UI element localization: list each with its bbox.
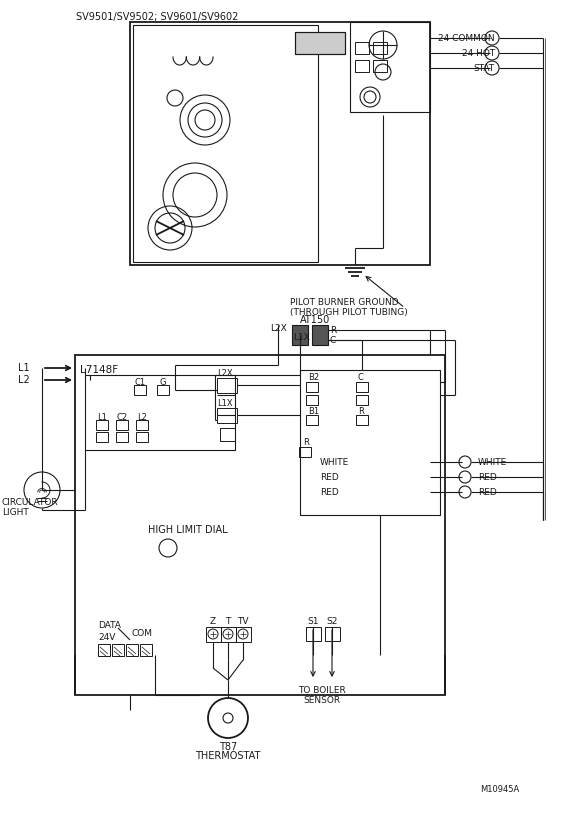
Text: C2: C2: [116, 413, 128, 422]
Bar: [350, 22, 430, 112]
Text: Z: Z: [210, 617, 216, 626]
Text: L1X: L1X: [217, 399, 232, 408]
Text: L2X: L2X: [270, 324, 287, 333]
Bar: [355, 42, 369, 54]
Bar: [136, 420, 148, 430]
Bar: [157, 385, 169, 395]
Text: LIGHT: LIGHT: [2, 508, 29, 517]
Bar: [306, 627, 321, 641]
Text: HIGH LIMIT DIAL: HIGH LIMIT DIAL: [148, 525, 227, 535]
Bar: [220, 428, 235, 441]
Text: (THROUGH PILOT TUBING): (THROUGH PILOT TUBING): [290, 308, 408, 317]
Bar: [136, 432, 148, 442]
Text: R: R: [358, 407, 364, 416]
Bar: [299, 447, 311, 457]
Bar: [373, 42, 387, 54]
Bar: [306, 415, 318, 425]
Text: PILOT BURNER GROUND: PILOT BURNER GROUND: [290, 298, 399, 307]
Text: WHITE: WHITE: [478, 457, 507, 466]
Text: S2: S2: [327, 617, 338, 626]
Text: R: R: [303, 438, 309, 447]
Text: STAT: STAT: [474, 63, 495, 73]
Text: R: R: [330, 325, 336, 335]
Text: RED: RED: [478, 488, 497, 497]
Text: TO BOILER: TO BOILER: [298, 686, 346, 695]
Text: L1: L1: [97, 413, 107, 422]
Text: SENSOR: SENSOR: [303, 696, 341, 705]
Text: L7148F: L7148F: [80, 365, 118, 375]
Text: DATA: DATA: [98, 621, 121, 630]
Text: WHITE: WHITE: [320, 457, 349, 466]
Bar: [355, 60, 369, 72]
Text: 24 HOT: 24 HOT: [462, 49, 495, 58]
Text: 24V: 24V: [98, 634, 115, 643]
Bar: [116, 420, 128, 430]
Bar: [217, 378, 237, 393]
Text: RED: RED: [320, 472, 338, 481]
Text: L2X: L2X: [217, 368, 232, 377]
Text: B2: B2: [308, 373, 319, 382]
Text: T87: T87: [219, 742, 237, 752]
Text: L1: L1: [18, 363, 29, 373]
Bar: [295, 32, 345, 54]
Text: L1X: L1X: [293, 333, 310, 341]
Bar: [140, 644, 152, 656]
Bar: [236, 627, 251, 642]
Bar: [325, 627, 340, 641]
Bar: [221, 627, 236, 642]
Bar: [85, 375, 235, 450]
Bar: [133, 25, 318, 262]
Text: G: G: [160, 378, 166, 387]
Text: SV9501/SV9502; SV9601/SV9602: SV9501/SV9502; SV9601/SV9602: [76, 12, 238, 22]
Bar: [217, 408, 237, 423]
Bar: [116, 432, 128, 442]
Text: C: C: [358, 373, 364, 382]
Bar: [75, 355, 445, 695]
Text: RED: RED: [320, 488, 338, 497]
Text: AT150: AT150: [300, 315, 330, 325]
Text: S1: S1: [307, 617, 319, 626]
Text: TV: TV: [237, 617, 249, 626]
Bar: [306, 395, 318, 405]
Bar: [98, 644, 110, 656]
Bar: [134, 385, 146, 395]
Text: COM: COM: [132, 629, 153, 638]
Text: L2: L2: [18, 375, 29, 385]
Bar: [96, 420, 108, 430]
Bar: [292, 325, 308, 345]
Text: C: C: [330, 335, 336, 344]
Bar: [373, 60, 387, 72]
Text: THERMOSTAT: THERMOSTAT: [195, 751, 261, 761]
Bar: [206, 627, 221, 642]
Bar: [356, 415, 368, 425]
Bar: [300, 370, 440, 515]
Text: T: T: [225, 617, 231, 626]
Bar: [112, 644, 124, 656]
Text: CIRCULATOR: CIRCULATOR: [2, 498, 58, 507]
Text: L2: L2: [137, 413, 147, 422]
Bar: [356, 395, 368, 405]
Bar: [295, 32, 345, 54]
Bar: [126, 644, 138, 656]
Bar: [130, 22, 430, 265]
Bar: [96, 432, 108, 442]
Text: B1: B1: [308, 407, 319, 416]
Text: C1: C1: [134, 378, 146, 387]
Bar: [312, 325, 328, 345]
Text: RED: RED: [478, 472, 497, 481]
Text: 24 COMMON: 24 COMMON: [438, 34, 495, 43]
Text: M10945A: M10945A: [480, 785, 519, 794]
Bar: [306, 382, 318, 392]
Bar: [356, 382, 368, 392]
